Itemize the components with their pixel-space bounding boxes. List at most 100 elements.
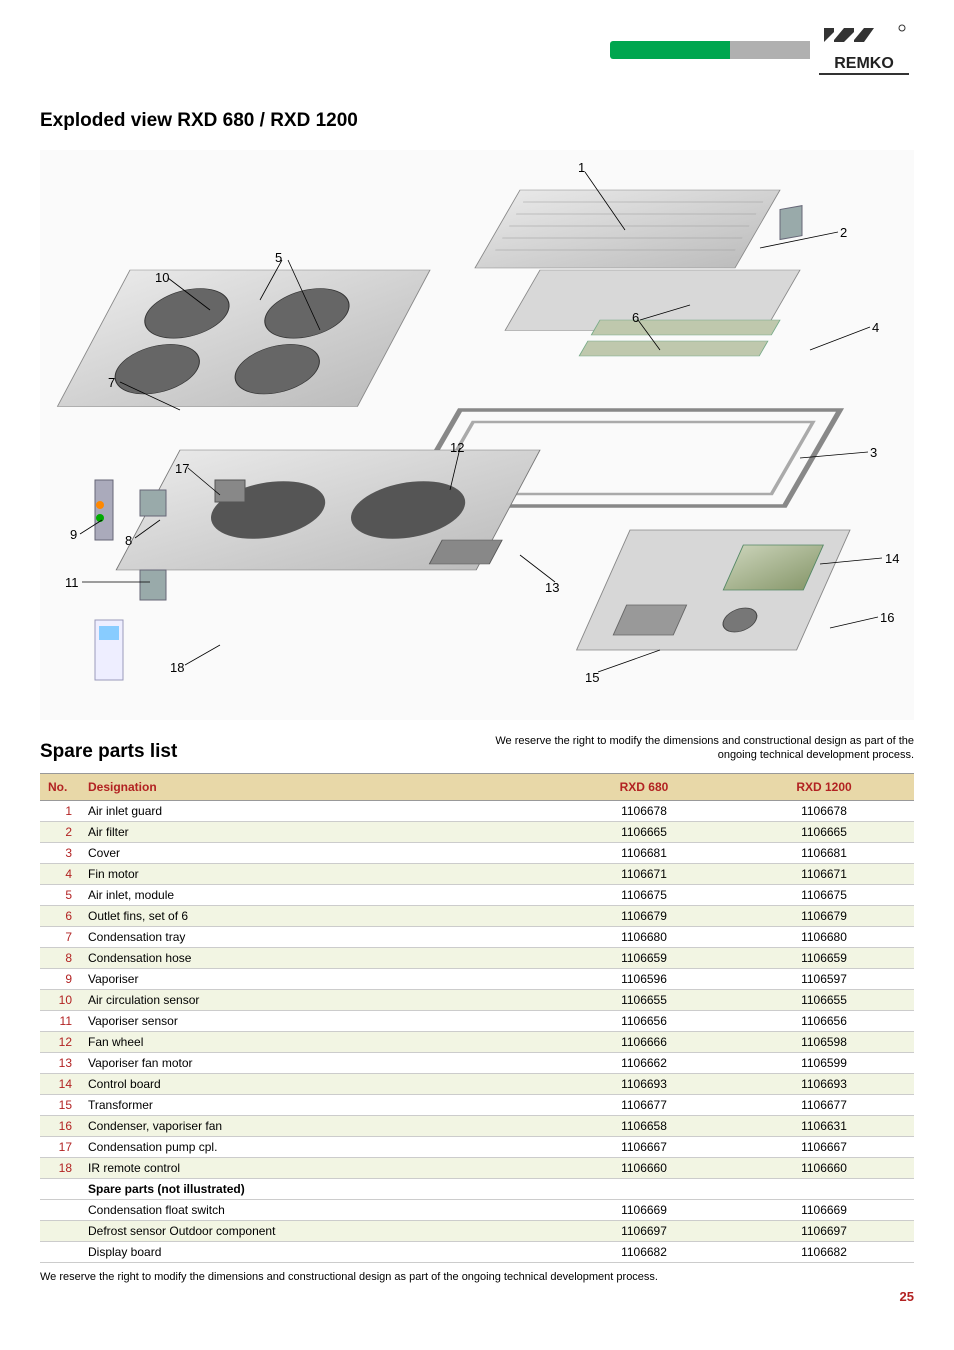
cell-rxd680: 1106665 (554, 821, 734, 842)
table-row: 17Condensation pump cpl.11066671106667 (40, 1136, 914, 1157)
table-row: 7Condensation tray11066801106680 (40, 926, 914, 947)
cell-rxd680: 1106655 (554, 989, 734, 1010)
cell-no: 4 (40, 863, 80, 884)
page-header: REMKO (40, 20, 914, 80)
page-number: 25 (40, 1289, 914, 1304)
cell-designation: Display board (80, 1241, 554, 1262)
cell-rxd680: 1106693 (554, 1073, 734, 1094)
table-row: 1Air inlet guard11066781106678 (40, 800, 914, 821)
cell-rxd1200: 1106682 (734, 1241, 914, 1262)
col-rxd680: RXD 680 (554, 773, 734, 800)
table-row: 10Air circulation sensor11066551106655 (40, 989, 914, 1010)
callout-13: 13 (545, 580, 559, 595)
callout-8: 8 (125, 533, 132, 548)
cell-rxd680: 1106659 (554, 947, 734, 968)
callout-2: 2 (840, 225, 847, 240)
table-row: 16Condenser, vaporiser fan11066581106631 (40, 1115, 914, 1136)
cell-no: 1 (40, 800, 80, 821)
cell-rxd680: 1106680 (554, 926, 734, 947)
cell-rxd680: 1106681 (554, 842, 734, 863)
cell-no: 6 (40, 905, 80, 926)
callout-4: 4 (872, 320, 879, 335)
cell-no (40, 1220, 80, 1241)
col-rxd1200: RXD 1200 (734, 773, 914, 800)
cell-rxd1200: 1106693 (734, 1073, 914, 1094)
callout-17: 17 (175, 461, 189, 476)
cell-designation: Condensation tray (80, 926, 554, 947)
table-row: Defrost sensor Outdoor component11066971… (40, 1220, 914, 1241)
col-designation: Designation (80, 773, 554, 800)
remko-logo: REMKO (814, 20, 914, 80)
cell-rxd1200: 1106677 (734, 1094, 914, 1115)
cell-no: 9 (40, 968, 80, 989)
table-row: 12Fan wheel11066661106598 (40, 1031, 914, 1052)
cell-designation: Air inlet, module (80, 884, 554, 905)
cell-rxd1200: 1106631 (734, 1115, 914, 1136)
cell-rxd680: 1106660 (554, 1157, 734, 1178)
cell-rxd1200: 1106597 (734, 968, 914, 989)
reserve-note: We reserve the right to modify the dimen… (494, 734, 914, 763)
section-label: Spare parts (not illustrated) (80, 1178, 914, 1199)
cell-designation: Condensation pump cpl. (80, 1136, 554, 1157)
cell-rxd1200: 1106681 (734, 842, 914, 863)
cell-rxd680: 1106669 (554, 1199, 734, 1220)
callout-16: 16 (880, 610, 894, 625)
cell-designation: Vaporiser (80, 968, 554, 989)
cell-rxd1200: 1106671 (734, 863, 914, 884)
cell-rxd1200: 1106660 (734, 1157, 914, 1178)
table-row: 6Outlet fins, set of 611066791106679 (40, 905, 914, 926)
cell-rxd1200: 1106599 (734, 1052, 914, 1073)
cell-designation: Air circulation sensor (80, 989, 554, 1010)
callout-9: 9 (70, 527, 77, 542)
cell-rxd680: 1106658 (554, 1115, 734, 1136)
table-row: 4Fin motor11066711106671 (40, 863, 914, 884)
cell-rxd680: 1106662 (554, 1052, 734, 1073)
footnote: We reserve the right to modify the dimen… (40, 1271, 914, 1283)
cell-rxd1200: 1106598 (734, 1031, 914, 1052)
cell-rxd680: 1106677 (554, 1094, 734, 1115)
cell-no: 17 (40, 1136, 80, 1157)
cell-no: 14 (40, 1073, 80, 1094)
cell-rxd1200: 1106678 (734, 800, 914, 821)
table-row: 8Condensation hose11066591106659 (40, 947, 914, 968)
cell-no: 12 (40, 1031, 80, 1052)
cell-no: 2 (40, 821, 80, 842)
callout-3: 3 (870, 445, 877, 460)
exploded-diagram: 123456789101112131415161718 (40, 150, 914, 720)
cell-rxd1200: 1106679 (734, 905, 914, 926)
cell-rxd1200: 1106680 (734, 926, 914, 947)
cell-designation: Condenser, vaporiser fan (80, 1115, 554, 1136)
cell-designation: Control board (80, 1073, 554, 1094)
cell-designation: Vaporiser sensor (80, 1010, 554, 1031)
table-row: 9Vaporiser11065961106597 (40, 968, 914, 989)
spare-parts-heading: Spare parts list (40, 741, 177, 763)
parts-table: No. Designation RXD 680 RXD 1200 1Air in… (40, 773, 914, 1263)
table-row: 3Cover11066811106681 (40, 842, 914, 863)
subtitle-row: Spare parts list We reserve the right to… (40, 734, 914, 763)
cell-rxd1200: 1106656 (734, 1010, 914, 1031)
cell-rxd680: 1106656 (554, 1010, 734, 1031)
table-row: Condensation float switch11066691106669 (40, 1199, 914, 1220)
cell-no: 16 (40, 1115, 80, 1136)
table-row: 13Vaporiser fan motor11066621106599 (40, 1052, 914, 1073)
cell-designation: Air filter (80, 821, 554, 842)
callout-5: 5 (275, 250, 282, 265)
cell-designation: Cover (80, 842, 554, 863)
table-section-row: Spare parts (not illustrated) (40, 1178, 914, 1199)
callout-6: 6 (632, 310, 639, 325)
cell-no: 13 (40, 1052, 80, 1073)
cell-no (40, 1199, 80, 1220)
table-row: 15Transformer11066771106677 (40, 1094, 914, 1115)
cell-rxd1200: 1106665 (734, 821, 914, 842)
cell-designation: Air inlet guard (80, 800, 554, 821)
cell-designation: Condensation float switch (80, 1199, 554, 1220)
cell-rxd680: 1106666 (554, 1031, 734, 1052)
cell-rxd680: 1106596 (554, 968, 734, 989)
cell-rxd1200: 1106655 (734, 989, 914, 1010)
cell-designation: Fan wheel (80, 1031, 554, 1052)
cell-designation: Condensation hose (80, 947, 554, 968)
cell-no: 15 (40, 1094, 80, 1115)
callout-10: 10 (155, 270, 169, 285)
cell-rxd680: 1106678 (554, 800, 734, 821)
callout-12: 12 (450, 440, 464, 455)
